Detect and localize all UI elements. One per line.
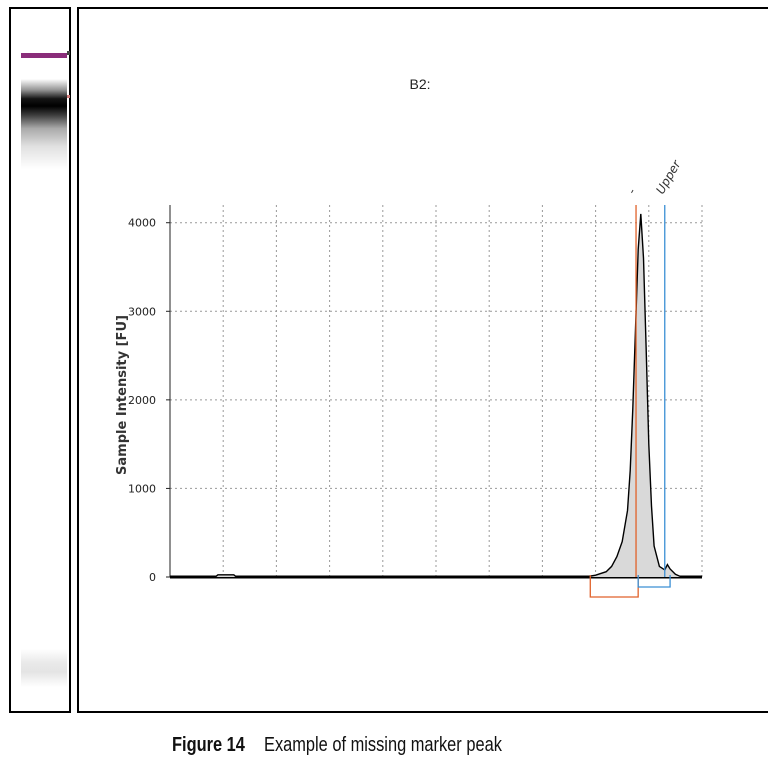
gel-marker-tick — [67, 51, 70, 55]
y-tick-label: 4000 — [128, 217, 156, 230]
y-tick-label: 3000 — [128, 305, 156, 318]
gel-faint-band — [21, 649, 67, 687]
series-fill — [170, 213, 702, 577]
peak-marker-label: - — [625, 186, 639, 197]
y-tick-label: 2000 — [128, 394, 156, 407]
peak-range-bracket — [637, 575, 671, 588]
peak-marker-label: Upper — [653, 157, 684, 196]
electropherogram-chart: B2: Sample Intensity [FU] 0 1000 2000 3000 4… — [115, 76, 703, 598]
figure-number: Figure 14 — [172, 734, 245, 756]
gel-sample-band — [21, 79, 67, 169]
electropherogram-panel: B2: Sample Intensity [FU] 0 1000 2000 3000 4… — [77, 7, 768, 713]
chart-title: B2: — [409, 76, 430, 92]
y-tick-label: 0 — [149, 571, 156, 584]
y-tick-label: 1000 — [128, 482, 156, 495]
gel-lane-panel — [9, 7, 71, 713]
figure-caption-text: Example of missing marker peak — [264, 734, 502, 756]
y-axis-label: Sample Intensity [FU] — [115, 315, 130, 475]
gel-marker-band — [21, 53, 67, 58]
figure-caption: Figure 14 Example of missing marker peak — [0, 728, 768, 762]
gel-sample-tick — [67, 95, 70, 98]
